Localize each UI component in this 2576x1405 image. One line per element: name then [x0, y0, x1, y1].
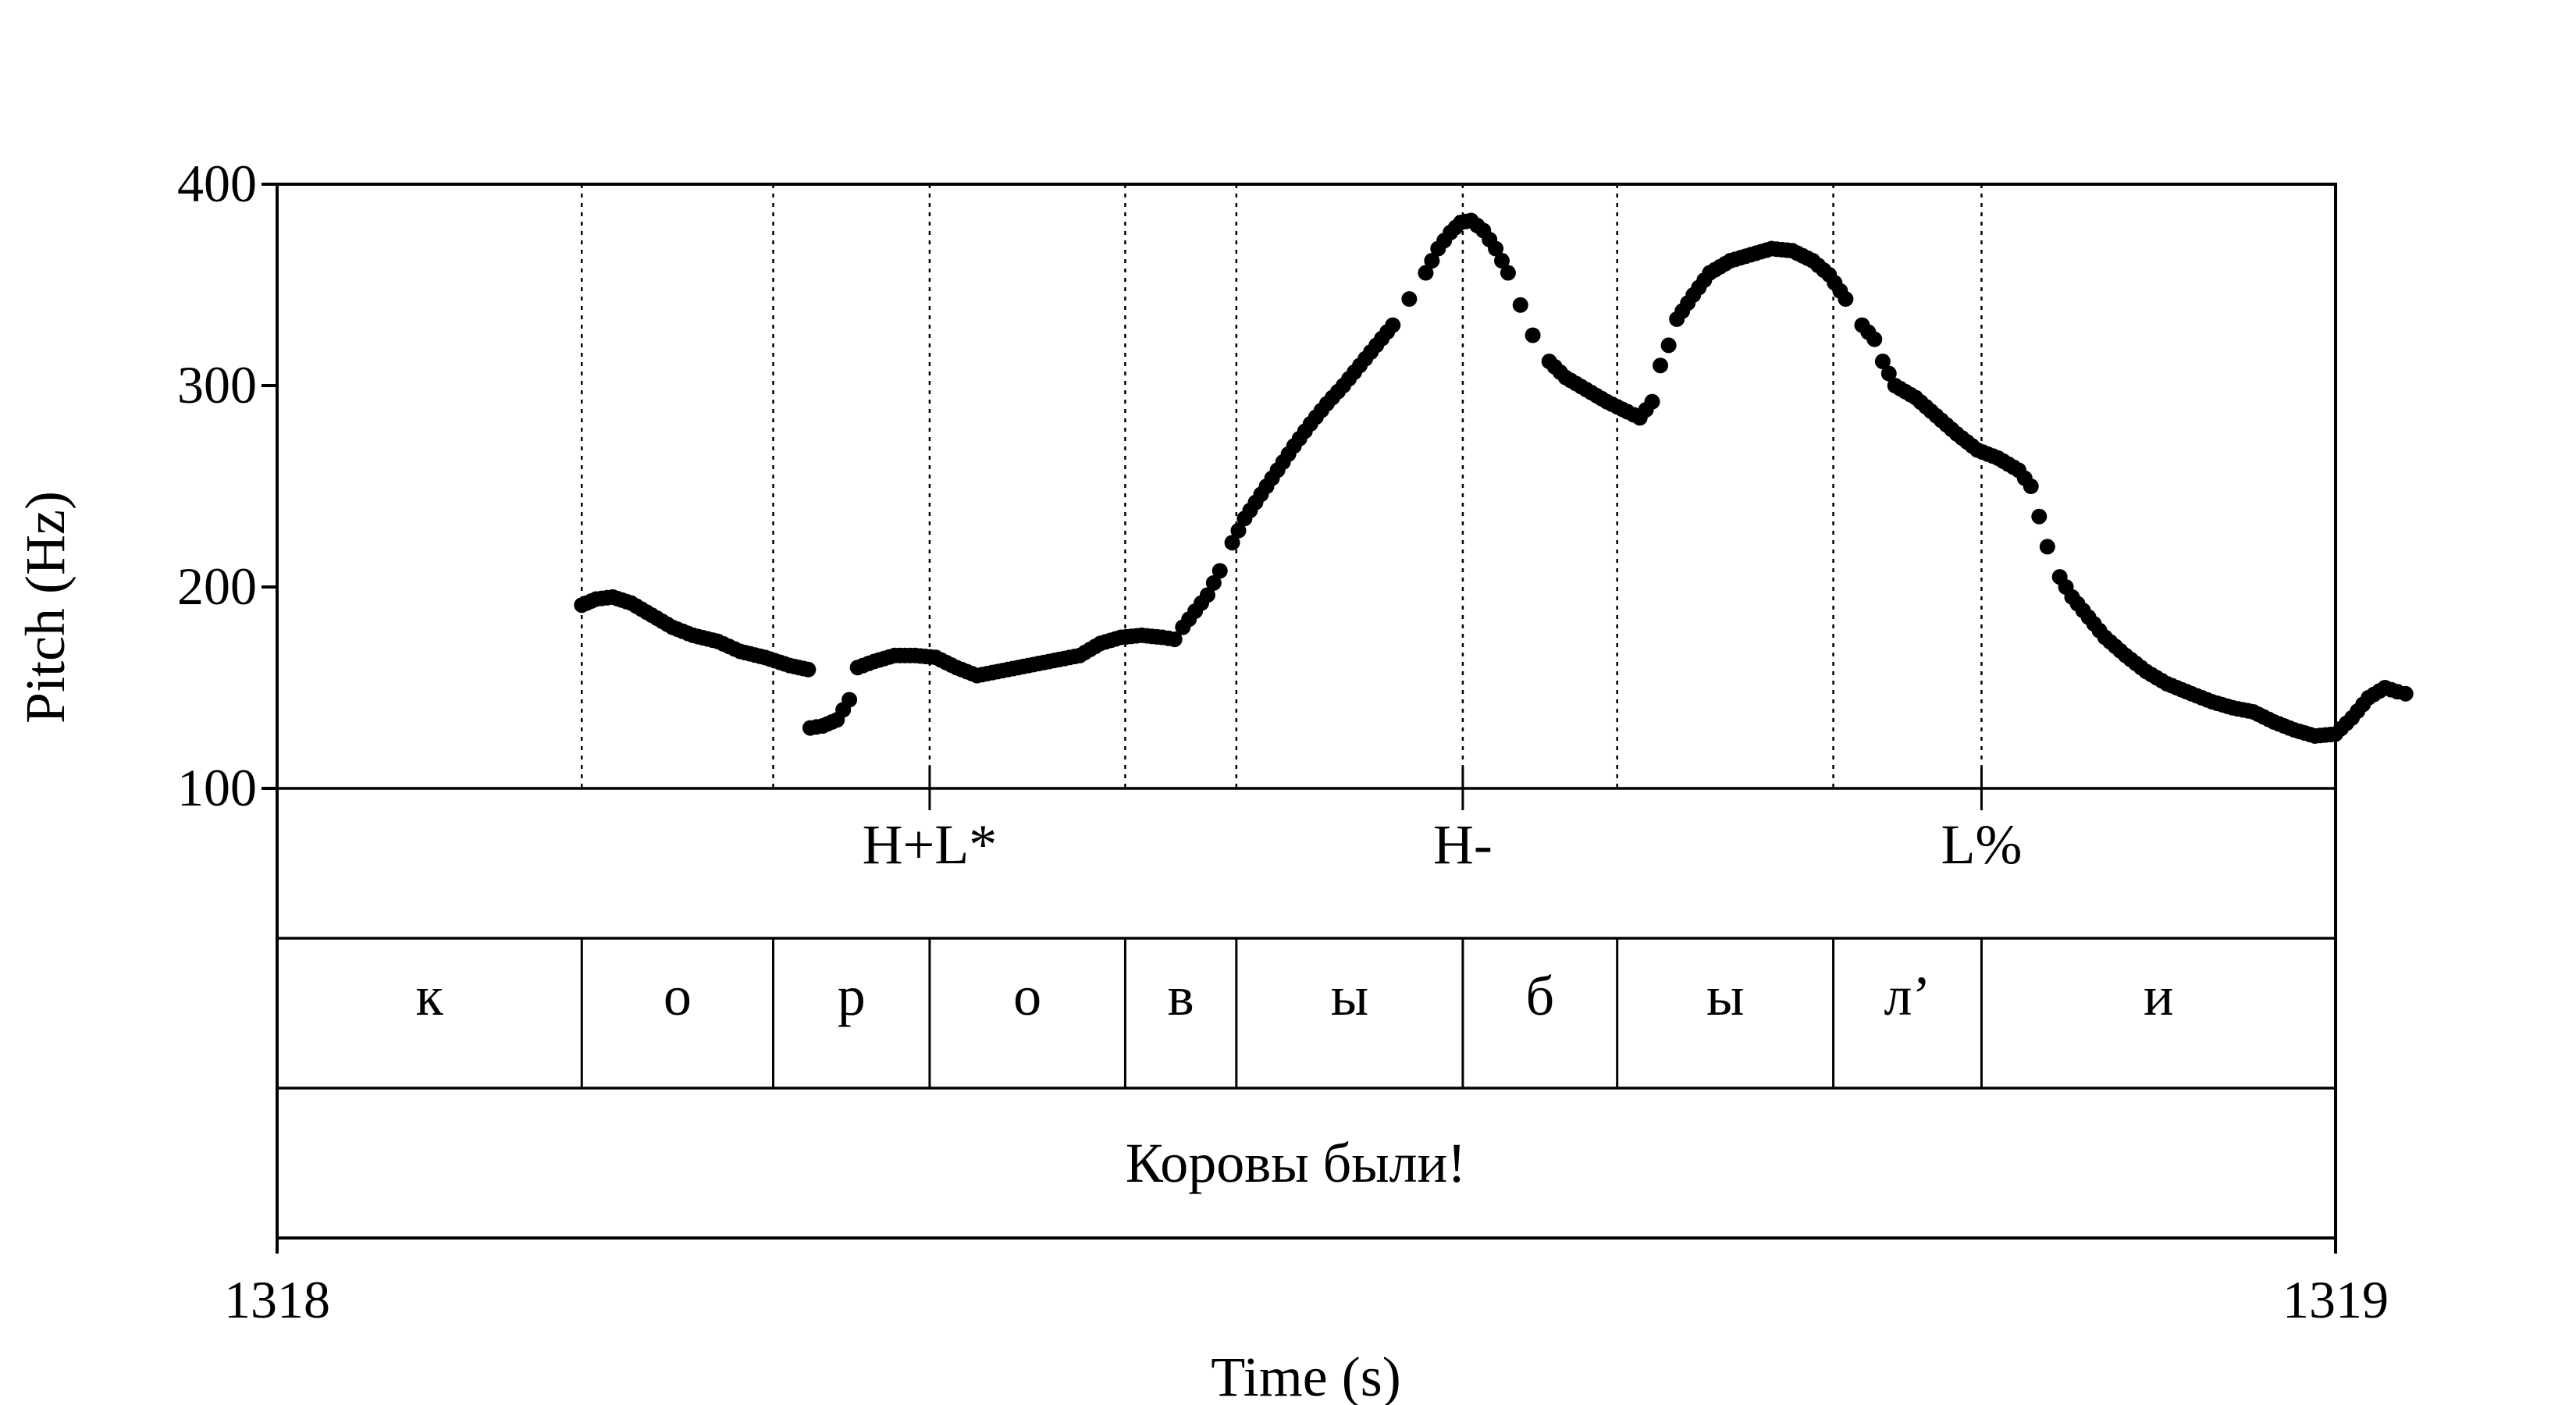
pitch-point — [1199, 587, 1215, 603]
pitch-point — [1866, 331, 1883, 347]
segment-label: к — [416, 965, 444, 1027]
y-tick-label: 100 — [177, 758, 257, 817]
pitch-point — [1653, 357, 1669, 374]
y-tick-label: 400 — [177, 154, 257, 213]
pitch-point — [1525, 327, 1541, 343]
segment-label: ы — [1331, 965, 1368, 1027]
pitch-points — [574, 212, 2414, 744]
pitch-point — [800, 661, 817, 678]
x-tick-label: 1318 — [224, 1270, 330, 1329]
pitch-point — [1418, 265, 1434, 281]
pitch-point — [841, 692, 858, 708]
y-tick-label: 200 — [177, 557, 257, 616]
tone-label: H- — [1433, 813, 1493, 876]
pitch-point — [2031, 508, 2048, 525]
pitch-point — [1494, 253, 1510, 269]
tone-label: L% — [1941, 813, 2022, 876]
pitch-point — [1488, 240, 1504, 257]
pitch-point — [1424, 253, 1440, 269]
tone-tier: H+L* H- L% — [863, 767, 2022, 876]
segment-label: и — [2144, 965, 2174, 1027]
axes: 100 200 300 400 1318 1319 — [177, 154, 2389, 1329]
pitch-point — [1205, 574, 1222, 591]
pitch-point — [2397, 685, 2414, 702]
segment-label: в — [1168, 965, 1194, 1027]
pitch-point — [1224, 535, 1240, 551]
pitch-point — [1500, 265, 1516, 281]
segment-label: б — [1525, 965, 1554, 1027]
pitch-point — [1660, 337, 1677, 354]
pitch-point — [2039, 539, 2055, 555]
pitch-point — [1230, 522, 1247, 539]
segment-label: о — [664, 965, 692, 1027]
segment-label: р — [838, 965, 866, 1027]
pitch-point — [1512, 297, 1528, 313]
pitch-point — [2023, 478, 2039, 494]
y-tick-label: 300 — [177, 355, 257, 414]
pitch-point — [1166, 631, 1183, 648]
plot-frame — [276, 183, 2337, 1240]
utterance-label: Коровы были! — [1126, 1132, 1466, 1194]
pitch-point — [1838, 291, 1854, 308]
pitch-point — [1880, 365, 1897, 382]
boundary-guides — [581, 184, 1983, 788]
pitch-point — [1644, 393, 1660, 410]
tone-label: H+L* — [863, 813, 998, 876]
pitch-point — [1385, 317, 1401, 333]
segment-label: о — [1013, 965, 1041, 1027]
y-axis-title: Pitch (Hz) — [14, 491, 76, 724]
x-axis-title: Time (s) — [1211, 1346, 1400, 1405]
pitch-point — [1874, 354, 1891, 370]
segment-label: ы — [1706, 965, 1744, 1027]
pitch-point — [1212, 563, 1228, 579]
x-tick-label: 1319 — [2282, 1270, 2389, 1329]
segment-tier: к о р о в ы б ы л’ и — [416, 938, 2174, 1088]
segment-label: л’ — [1884, 965, 1931, 1027]
pitch-point — [1401, 291, 1418, 308]
